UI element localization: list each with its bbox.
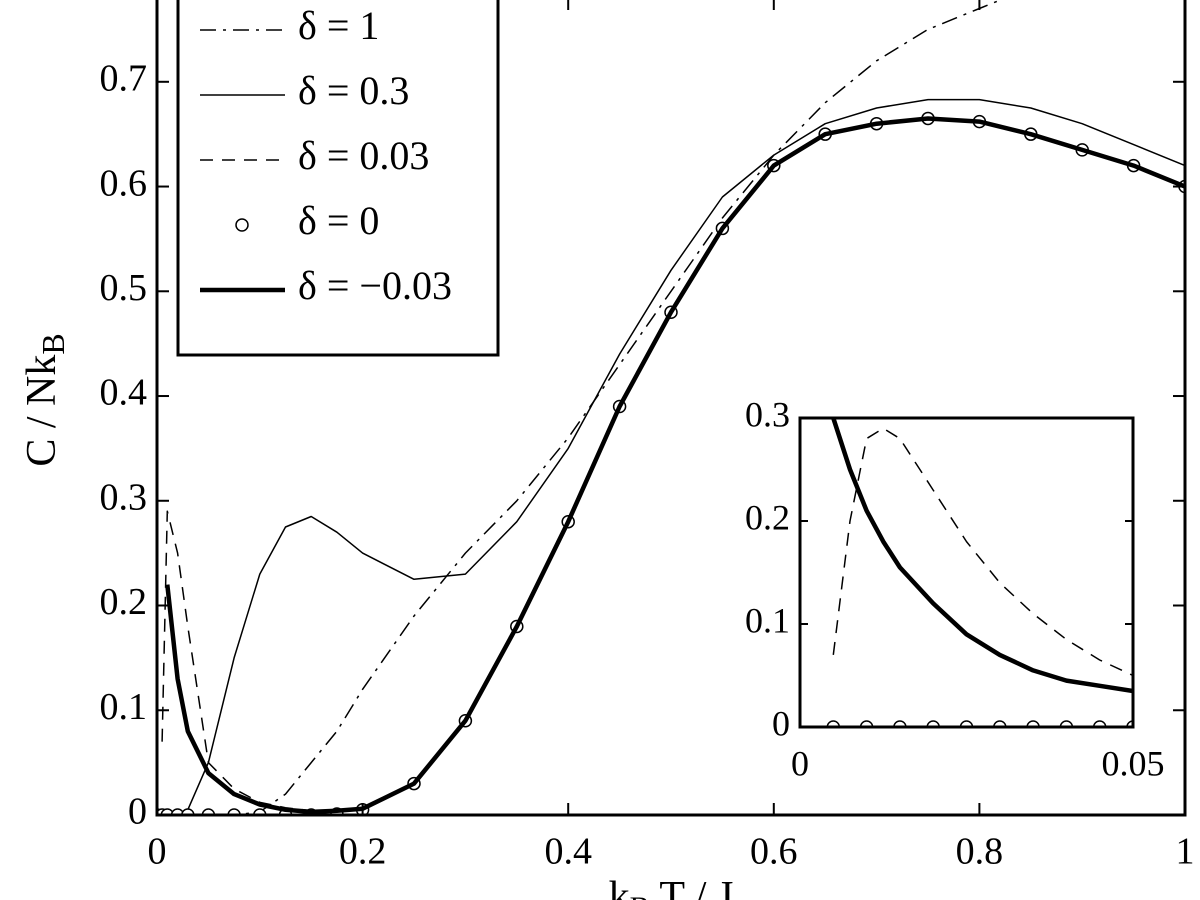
series-line bbox=[831, 418, 1133, 694]
x-tick-label: 0.2 bbox=[339, 831, 387, 873]
axes-frame bbox=[798, 416, 1135, 729]
legend-label: δ = 0 bbox=[298, 198, 379, 243]
y-tick-label: 0.2 bbox=[100, 581, 148, 623]
series-line bbox=[832, 427, 1133, 677]
plot-content bbox=[157, 0, 1185, 815]
x-tick-label: 0.6 bbox=[750, 831, 798, 873]
x-axis-label: kB T / J bbox=[609, 874, 734, 900]
axes-frame bbox=[155, 0, 1187, 817]
series-line bbox=[157, 98, 1185, 815]
y-tick-label: 0.7 bbox=[100, 58, 148, 100]
plot-area bbox=[800, 418, 1133, 727]
legend-marker bbox=[235, 218, 249, 232]
x-tick-label: 0 bbox=[791, 743, 809, 783]
x-tick-label: 0.05 bbox=[1102, 743, 1165, 783]
legend-box bbox=[176, 0, 500, 357]
y-axis-label-part: B bbox=[35, 333, 71, 354]
y-axis-label-part: C / Nk bbox=[19, 355, 65, 467]
y-tick-label: 0.3 bbox=[745, 394, 790, 434]
y-tick-label: 0.1 bbox=[100, 686, 148, 728]
legend-label: δ = 0.3 bbox=[298, 68, 409, 113]
x-tick-label: 1 bbox=[1176, 831, 1195, 873]
y-tick-label: 0.5 bbox=[100, 267, 148, 309]
legend-label: δ = 0.03 bbox=[298, 133, 429, 178]
y-tick-label: 0.1 bbox=[745, 600, 790, 640]
y-axis-label: C / NkB bbox=[19, 333, 72, 466]
x-axis-label-part: B bbox=[630, 891, 650, 900]
x-tick-label: 0.8 bbox=[956, 831, 1004, 873]
legend-label: δ = 1 bbox=[298, 3, 379, 48]
y-tick-label: 0.6 bbox=[100, 162, 148, 204]
x-axis-label-part: T / J bbox=[650, 874, 734, 900]
x-tick-label: 0 bbox=[148, 831, 167, 873]
series-line bbox=[165, 116, 1185, 815]
x-axis-label-part: k bbox=[609, 874, 630, 900]
y-tick-label: 0.3 bbox=[100, 476, 148, 518]
legend-label: δ = −0.03 bbox=[298, 263, 452, 308]
series-line bbox=[157, 0, 1003, 815]
y-tick-label: 0.4 bbox=[100, 372, 148, 414]
y-tick-label: 0 bbox=[128, 791, 147, 833]
x-tick-label: 0.4 bbox=[544, 831, 592, 873]
y-tick-label: 0 bbox=[772, 703, 790, 743]
y-tick-label: 0.2 bbox=[745, 497, 790, 537]
